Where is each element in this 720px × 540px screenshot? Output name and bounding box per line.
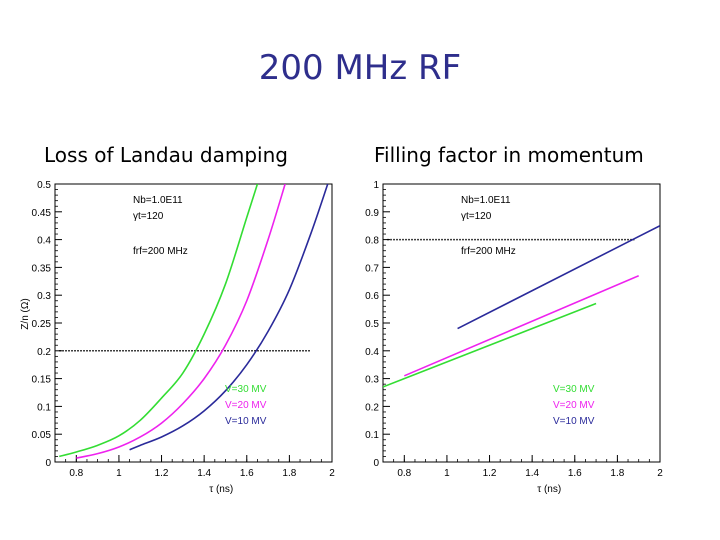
filling-xtick-label: 1.6 (568, 468, 582, 479)
landau-ytick-label: 0.45 (32, 208, 52, 219)
filling-ytick-label: 0.9 (365, 208, 379, 219)
landau-ytick-label: 0.5 (37, 180, 51, 191)
filling-ytick-label: 0.2 (365, 402, 379, 413)
landau-series-line-3 (129, 184, 329, 451)
filling-ytick-label: 0 (373, 458, 379, 469)
filling-ytick-label: 0.6 (365, 291, 379, 302)
landau-ytick-label: 0.4 (37, 236, 51, 247)
landau-ytick-label: 0.15 (32, 375, 52, 386)
filling-ytick-label: 0.4 (365, 347, 379, 358)
filling-legend-entry: V=10 MV (553, 416, 595, 427)
landau-legend-entry: V=20 MV (225, 400, 267, 411)
landau-legend-entry: V=10 MV (225, 416, 267, 427)
filling-xtick-label: 1.2 (483, 468, 497, 479)
landau-ytick-label: 0.35 (32, 263, 52, 274)
filling-series-line-2 (403, 275, 640, 377)
landau-damping-chart: 0 0.05 0.1 0.15 0.2 0.25 0.3 0.35 0.4 0.45 0.5 0.8 1… (20, 180, 335, 495)
landau-xtick-label: 2 (329, 468, 335, 479)
landau-xtick-label: 1 (116, 468, 122, 479)
filling-factor-chart: 0 0.1 0.2 0.3 0.4 0.5 0.6 0.7 0.8 0.9 1 0.8 1 1.2 1.4 1… (365, 180, 663, 495)
filling-legend-entry: V=30 MV (553, 384, 595, 395)
landau-legend-entry: V=30 MV (225, 384, 267, 395)
landau-xtick-label: 1.4 (197, 468, 211, 479)
landau-xtick-label: 1.8 (282, 468, 296, 479)
landau-ytick-label: 0.05 (32, 430, 52, 441)
filling-ytick-label: 0.3 (365, 375, 379, 386)
filling-xtick-label: 1.8 (610, 468, 624, 479)
filling-annotation: Nb=1.0E11 (461, 195, 511, 206)
landau-xtick-label: 0.8 (69, 468, 83, 479)
filling-ytick-label: 0.8 (365, 236, 379, 247)
filling-ytick-label: 0.1 (365, 430, 379, 441)
landau-series-line-2 (76, 184, 286, 459)
right-chart-subtitle: Filling factor in momentum (374, 143, 644, 167)
filling-ytick-label: 0.5 (365, 319, 379, 330)
landau-ytick-label: 0 (45, 458, 51, 469)
filling-series-line-1 (383, 302, 597, 388)
filling-xtick-label: 1.4 (525, 468, 539, 479)
filling-ytick-label: 1 (373, 180, 379, 191)
landau-ylabel: Z/n (Ω) (20, 298, 31, 329)
filling-xtick-label: 2 (657, 468, 663, 479)
filling-legend-entry: V=20 MV (553, 400, 595, 411)
filling-xtick-label: 1 (444, 468, 450, 479)
landau-annotation: γt=120 (133, 211, 164, 222)
filling-annotation: frf=200 MHz (461, 246, 516, 257)
landau-ytick-label: 0.25 (32, 319, 52, 330)
landau-annotation: frf=200 MHz (133, 246, 188, 257)
landau-xtick-label: 1.6 (240, 468, 254, 479)
landau-annotation: Nb=1.0E11 (133, 195, 183, 206)
filling-ytick-label: 0.7 (365, 263, 379, 274)
landau-frame (54, 183, 333, 463)
filling-series-line-3 (457, 224, 660, 330)
landau-xlabel: τ (ns) (209, 484, 233, 495)
filling-xlabel: τ (ns) (537, 484, 561, 495)
landau-ytick-label: 0.2 (37, 347, 51, 358)
landau-ytick-label: 0.3 (37, 291, 51, 302)
landau-xtick-label: 1.2 (155, 468, 169, 479)
filling-frame (382, 183, 661, 463)
left-chart-subtitle: Loss of Landau damping (44, 143, 288, 167)
landau-ytick-label: 0.1 (37, 402, 51, 413)
filling-annotation: γt=120 (461, 211, 492, 222)
slide-title: 200 MHz RF (258, 48, 462, 88)
filling-xtick-label: 0.8 (397, 468, 411, 479)
landau-series-line-1 (59, 184, 259, 458)
